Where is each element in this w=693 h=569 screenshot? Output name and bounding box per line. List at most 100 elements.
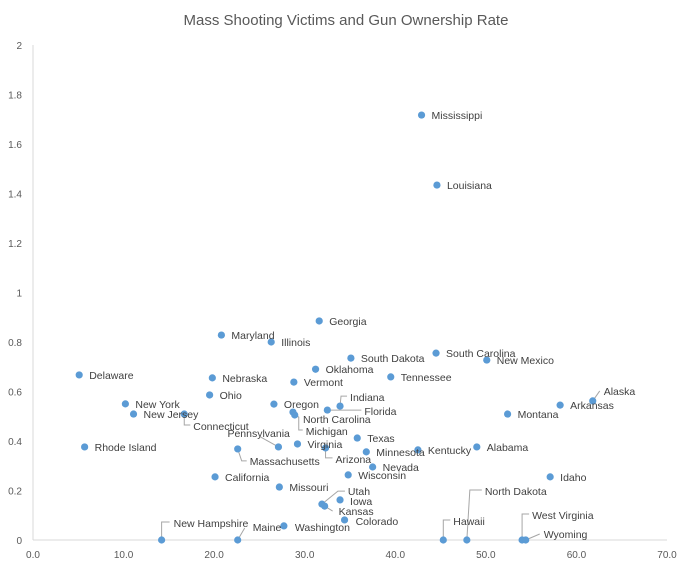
data-point [463, 536, 471, 544]
data-point [336, 496, 344, 504]
x-tick-label: 40.0 [386, 550, 406, 561]
data-label: Arizona [336, 454, 372, 466]
x-tick-label: 0.0 [26, 550, 40, 561]
data-point [347, 354, 355, 362]
data-label: Nevada [383, 462, 419, 474]
data-label: Maine [253, 522, 282, 534]
data-label: Florida [364, 406, 396, 418]
data-point [234, 536, 242, 544]
data-point [483, 356, 491, 364]
data-label: Montana [518, 409, 559, 421]
data-label: New Jersey [144, 409, 200, 421]
y-tick-label: 1.8 [8, 91, 22, 102]
data-point [290, 378, 298, 386]
y-tick-label: 0 [16, 536, 22, 547]
data-point [589, 397, 597, 405]
leader-line [183, 414, 191, 426]
data-point [293, 440, 302, 448]
data-label: Georgia [329, 316, 367, 328]
data-point [433, 181, 441, 189]
x-tick-label: 50.0 [476, 550, 496, 561]
data-label: Hawaii [453, 516, 485, 528]
data-label: Oklahoma [326, 364, 374, 376]
data-label: Ohio [220, 390, 242, 402]
x-tick-label: 60.0 [567, 550, 587, 561]
data-point [208, 374, 216, 382]
data-point [417, 111, 426, 119]
data-label: Rhode Island [95, 442, 157, 454]
data-label: Washington [295, 522, 350, 534]
leader-line [442, 519, 451, 540]
data-label: West Virginia [532, 510, 594, 522]
data-label: Pennsylvania [227, 428, 290, 440]
data-label: Kansas [339, 506, 374, 518]
data-point [503, 410, 512, 418]
data-label: North Dakota [485, 486, 547, 498]
data-point [206, 391, 214, 399]
data-point [369, 463, 377, 471]
data-point [353, 434, 361, 442]
data-label: Arkansas [570, 400, 614, 412]
data-label: New York [135, 399, 180, 411]
data-label: Michigan [306, 426, 348, 438]
data-label: Mississippi [432, 110, 483, 122]
data-point [387, 373, 395, 381]
data-point [340, 516, 349, 524]
chart-title: Mass Shooting Victims and Gun Ownership … [184, 12, 509, 29]
y-tick-label: 0.6 [8, 388, 22, 399]
y-tick-label: 1 [16, 289, 22, 300]
data-label: Missouri [289, 482, 328, 494]
data-point [158, 536, 166, 544]
data-point [274, 443, 283, 451]
data-point [234, 445, 242, 453]
data-point [432, 349, 440, 357]
y-tick-label: 1.4 [8, 190, 22, 201]
data-label: Louisiana [447, 180, 492, 192]
data-point [129, 410, 138, 418]
data-point [280, 522, 288, 530]
leader-line [466, 489, 482, 541]
data-label: South Dakota [361, 353, 425, 365]
leader-line [321, 490, 345, 505]
data-label: Idaho [560, 472, 586, 484]
data-label: Indiana [350, 392, 385, 404]
data-point [311, 365, 320, 373]
data-point [344, 471, 352, 479]
x-tick-label: 30.0 [295, 550, 315, 561]
data-label: New Hampshire [174, 518, 249, 530]
y-tick-label: 0.8 [8, 338, 22, 349]
data-point [473, 443, 481, 451]
data-label: Wyoming [544, 529, 588, 541]
data-point [546, 473, 554, 481]
data-label: Nebraska [222, 373, 267, 385]
data-point [275, 483, 283, 491]
data-label: Maryland [231, 330, 274, 342]
data-label: Delaware [89, 370, 134, 382]
y-tick-label: 1.6 [8, 140, 22, 151]
x-tick-label: 20.0 [204, 550, 224, 561]
data-point [414, 446, 422, 454]
data-label: Colorado [356, 516, 399, 528]
data-point [217, 331, 225, 339]
data-label: Texas [367, 433, 394, 445]
data-point [315, 317, 323, 325]
data-point [522, 536, 530, 544]
data-point [291, 411, 299, 419]
data-label: Alaska [604, 386, 636, 398]
data-label: North Carolina [303, 414, 371, 426]
data-point [121, 400, 129, 408]
data-label: Vermont [304, 377, 343, 389]
data-point [362, 448, 370, 456]
y-tick-label: 1.2 [8, 239, 22, 250]
data-label: Kentucky [428, 445, 472, 457]
data-label: Tennessee [401, 372, 452, 384]
data-point [75, 371, 83, 379]
leader-line [521, 513, 530, 540]
data-label: Oregon [284, 399, 319, 411]
data-point [321, 444, 330, 452]
data-label: Connecticut [193, 421, 249, 433]
data-point [336, 402, 344, 410]
data-label: Alabama [487, 442, 529, 454]
data-point [323, 406, 331, 414]
data-label: Utah [348, 486, 370, 498]
